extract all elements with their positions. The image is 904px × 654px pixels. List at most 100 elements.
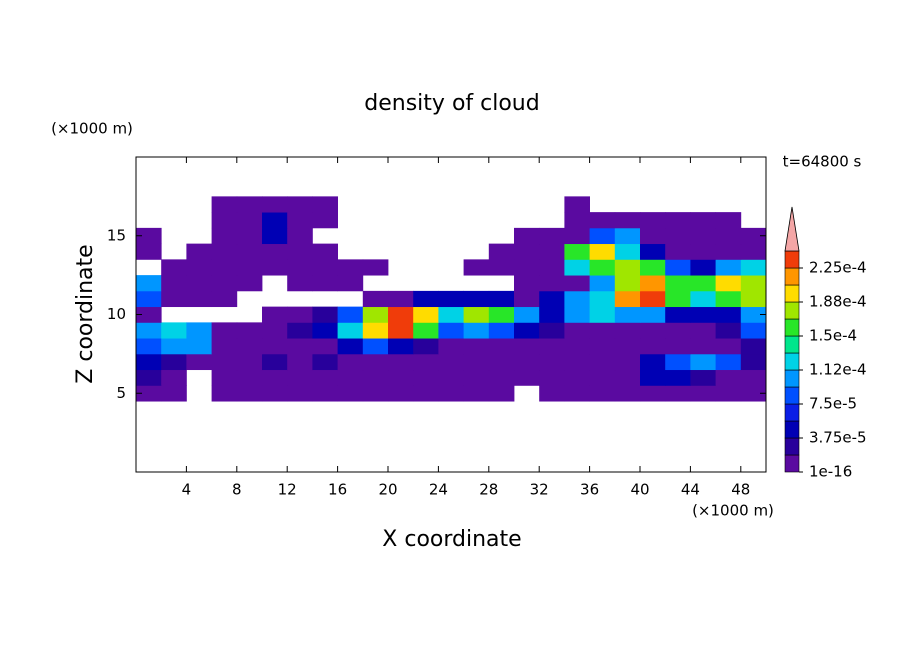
contour-cell (413, 338, 439, 355)
contour-cell (438, 338, 464, 355)
contour-cell (640, 322, 666, 339)
contour-cell (136, 243, 162, 260)
contour-cell (312, 212, 338, 229)
colorbar-band (784, 318, 800, 337)
contour-cell (589, 322, 616, 339)
contour-cell (665, 212, 691, 229)
contour-cell (488, 306, 515, 323)
colorbar-band (784, 284, 800, 303)
contour-cell (312, 353, 338, 371)
contour-cell (614, 353, 641, 371)
x-tick-label: 12 (278, 481, 297, 499)
contour-cell (539, 227, 565, 245)
contour-cell (564, 259, 590, 276)
contour-cell (740, 259, 767, 276)
contour-cell (690, 338, 716, 355)
contour-cell (136, 338, 162, 355)
contour-cell (413, 353, 439, 371)
contour-cell (136, 275, 162, 292)
contour-cell (413, 385, 439, 402)
x-tick-label: 8 (232, 481, 242, 499)
colorbar-tick-label: 2.25e-4 (809, 259, 867, 277)
contour-cell (740, 369, 767, 386)
contour-cell (211, 275, 238, 292)
contour-cell (539, 290, 565, 308)
contour-cell (564, 338, 590, 355)
contour-cell (312, 385, 338, 402)
contour-cell (388, 369, 414, 386)
contour-cell (715, 290, 742, 308)
contour-cell (514, 227, 540, 245)
x-tick-label: 32 (530, 481, 549, 499)
contour-cell (211, 353, 238, 371)
contour-cell (715, 275, 742, 292)
contour-cell (388, 338, 414, 355)
contour-cell (236, 338, 263, 355)
contour-cell (564, 385, 590, 402)
contour-cell (564, 290, 590, 308)
contour-cell (161, 290, 187, 308)
contour-cell (640, 290, 666, 308)
contour-cell (690, 227, 716, 245)
x-unit: (×1000 m) (692, 502, 774, 520)
contour-cell (463, 306, 490, 323)
x-tick-label: 24 (429, 481, 448, 499)
contour-cell (514, 338, 540, 355)
contour-cell (640, 227, 666, 245)
contour-cell (715, 369, 742, 386)
contour-cell (236, 227, 263, 245)
contour-cell (514, 369, 540, 386)
contour-cell (312, 369, 338, 386)
contour-cell (362, 353, 389, 371)
contour-cell (388, 385, 414, 402)
contour-cell (614, 290, 641, 308)
contour-cell (564, 353, 590, 371)
contour-cell (715, 243, 742, 260)
contour-cell (262, 243, 288, 260)
time-annotation: t=64800 s (783, 153, 862, 171)
contour-cell (690, 243, 716, 260)
contour-cell (186, 353, 212, 371)
colorbar-band (784, 403, 800, 422)
contour-cell (640, 353, 666, 371)
colorbar-band (784, 420, 800, 439)
contour-cell (362, 369, 389, 386)
contour-cell (715, 227, 742, 245)
colorbar-tick-label: 7.5e-5 (809, 395, 857, 413)
contour-cell (438, 290, 464, 308)
contour-cell (640, 385, 666, 402)
contour-cell (539, 338, 565, 355)
contour-cell (211, 212, 238, 229)
contour-cell (362, 259, 389, 276)
contour-cell (564, 369, 590, 386)
contour-cell (388, 290, 414, 308)
contour-cell (665, 338, 691, 355)
x-tick-label: 16 (328, 481, 347, 499)
contour-cell (640, 306, 666, 323)
contour-cell (287, 227, 313, 245)
contour-cell (514, 322, 540, 339)
contour-cell (640, 243, 666, 260)
contour-cell (287, 353, 313, 371)
y-tick-label: 10 (107, 305, 126, 323)
x-tick-label: 4 (182, 481, 192, 499)
contour-cell (337, 322, 364, 339)
contour-cell (136, 322, 162, 339)
x-tick-label: 36 (580, 481, 599, 499)
colorbar-tick-label: 1.88e-4 (809, 293, 867, 311)
colorbar-tick-label: 1e-16 (809, 463, 852, 481)
contour-cell (715, 338, 742, 355)
x-tick-label: 28 (479, 481, 498, 499)
contour-cell (463, 290, 490, 308)
contour-cell (463, 322, 490, 339)
contour-cell (715, 385, 742, 402)
contour-cell (514, 259, 540, 276)
contour-cell (136, 306, 162, 323)
contour-cell (690, 306, 716, 323)
contour-cell (312, 338, 338, 355)
colorbar-extend (784, 206, 800, 252)
contour-cell (614, 306, 641, 323)
contour-cell (186, 338, 212, 355)
contour-cell (539, 306, 565, 323)
contour-cell (488, 385, 515, 402)
